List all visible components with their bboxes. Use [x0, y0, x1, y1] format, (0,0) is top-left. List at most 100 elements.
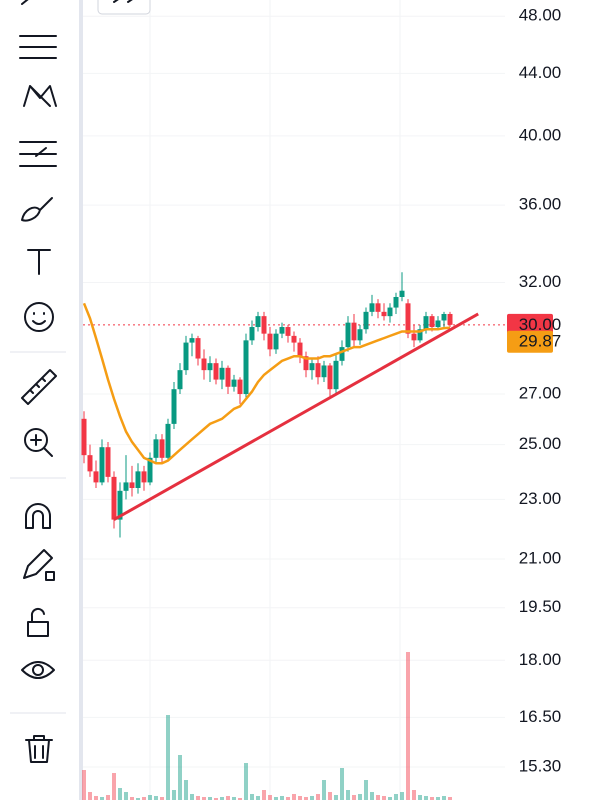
candle-body	[93, 471, 99, 483]
volume-bar	[196, 796, 200, 800]
magnet-icon[interactable]	[25, 503, 51, 529]
y-tick-label: 36.00	[519, 195, 562, 214]
ruler-icon[interactable]	[21, 369, 57, 405]
unlock-icon[interactable]	[27, 607, 49, 637]
y-tick-label: 19.50	[519, 597, 562, 616]
y-tick-label: 32.00	[519, 272, 562, 291]
candle-body	[315, 363, 321, 378]
candle-body	[273, 333, 279, 350]
brush-tool-icon[interactable]	[21, 197, 53, 222]
text-tool-icon[interactable]	[27, 249, 51, 275]
volume-bar	[274, 797, 278, 800]
candle-body	[309, 363, 315, 371]
volume-bar	[412, 790, 416, 800]
y-tick-label: 44.00	[519, 63, 562, 82]
volume-bar	[208, 797, 212, 800]
volume-bar	[250, 794, 254, 800]
volume-bar	[406, 652, 410, 800]
volume-bar	[436, 797, 440, 800]
pattern-tool-icon[interactable]	[23, 85, 57, 107]
volume-bar	[136, 798, 140, 800]
volume-bar	[442, 796, 446, 800]
lock-drawings-icon[interactable]	[23, 549, 55, 581]
trash-icon[interactable]	[25, 735, 53, 763]
y-tick-label: 23.00	[519, 489, 562, 508]
volume-bar	[364, 780, 368, 800]
candle-body	[327, 365, 333, 390]
candle-body	[81, 418, 87, 456]
fib-tool-icon[interactable]	[19, 35, 57, 59]
volume-bar	[244, 763, 248, 800]
volume-bar	[118, 788, 122, 800]
candle-body	[279, 327, 285, 334]
candle-body	[87, 455, 93, 472]
volume-bar	[448, 797, 452, 800]
candle-body	[201, 358, 207, 371]
candle-body	[129, 482, 135, 488]
volume-bar	[340, 768, 344, 800]
candle-body	[177, 370, 183, 390]
line-tool-icon[interactable]	[21, 0, 32, 5]
volume-bar	[310, 796, 314, 800]
volume-bar	[382, 796, 386, 800]
volume-bar	[268, 795, 272, 800]
volume-bar	[256, 796, 260, 800]
volume-bar	[88, 792, 92, 800]
candle-body	[429, 316, 435, 328]
y-tick-label: 27.00	[519, 384, 562, 403]
price-badge-label: 29.87	[519, 332, 562, 351]
volume-bar	[202, 797, 206, 800]
candle-body	[267, 333, 273, 350]
volume-bar	[226, 796, 230, 800]
zoom-icon[interactable]	[24, 428, 48, 452]
left-toolbar	[10, 0, 66, 763]
trendline	[113, 312, 479, 521]
candle-body	[105, 447, 111, 477]
visibility-icon[interactable]	[21, 661, 55, 679]
y-tick-label: 16.50	[519, 707, 562, 726]
candle-body	[243, 340, 249, 395]
candle-body	[285, 327, 291, 336]
volume-bar	[130, 797, 134, 800]
candle-body	[417, 329, 423, 341]
volume-bar	[220, 797, 224, 800]
y-tick-label: 18.00	[519, 650, 562, 669]
volume-bar	[292, 794, 296, 800]
candle-body	[213, 363, 219, 380]
emoji-face	[32, 312, 46, 325]
volume-bar	[418, 795, 422, 800]
candle-body	[375, 303, 381, 312]
volume-bar	[400, 792, 404, 800]
candle-body	[231, 379, 237, 387]
candle-body	[171, 389, 177, 424]
volume-bar	[328, 792, 332, 800]
candle-body	[249, 327, 255, 341]
volume-bar	[214, 798, 218, 800]
candle-body	[141, 471, 147, 483]
candle-body	[387, 307, 393, 317]
candle-body	[291, 335, 297, 343]
candle-body	[195, 338, 201, 359]
volume-bar	[334, 795, 338, 800]
candle-body	[393, 296, 399, 308]
volume-bar	[424, 796, 428, 800]
candle-body	[405, 303, 411, 334]
volume-bar	[154, 796, 158, 800]
volume-bar	[172, 790, 176, 800]
volume-bar	[106, 795, 110, 800]
volume-bar	[160, 797, 164, 800]
projection-tool-icon[interactable]	[19, 141, 57, 167]
visibility-pupil	[32, 664, 44, 676]
candle-body	[303, 356, 309, 371]
volume-bar	[280, 796, 284, 800]
candle-body	[237, 379, 243, 395]
candle-body	[147, 457, 153, 483]
volume-bar	[298, 796, 302, 800]
emoji-tool-icon[interactable]	[24, 302, 54, 332]
top-button[interactable]	[97, 0, 151, 15]
moving-average	[82, 302, 451, 465]
candle-body	[357, 329, 363, 341]
volume-bar	[94, 796, 98, 800]
volume-bar	[322, 780, 326, 800]
